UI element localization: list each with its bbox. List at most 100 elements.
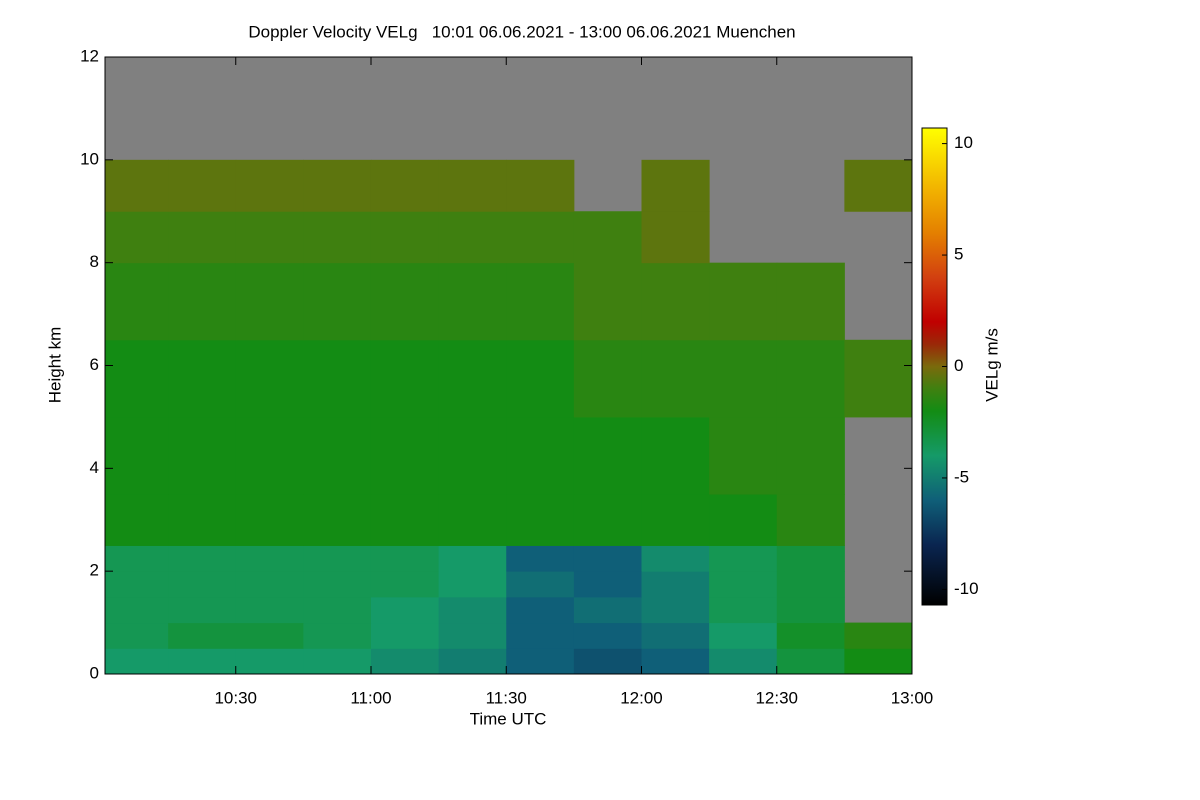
- heatmap-cell: [105, 339, 169, 418]
- heatmap-cell: [370, 622, 440, 649]
- heatmap-cell: [303, 596, 372, 624]
- heatmap-cell: [370, 596, 440, 624]
- heatmap-cell: [303, 648, 372, 675]
- heatmap-cell: [105, 648, 169, 675]
- heatmap-cell: [438, 494, 507, 546]
- heatmap-cell: [235, 648, 304, 675]
- y-tick-label: 10: [80, 149, 99, 168]
- colorbar-label: VELg m/s: [982, 328, 1001, 402]
- heatmap-cell: [709, 262, 778, 341]
- heatmap-cell: [105, 596, 169, 624]
- heatmap-cell: [506, 494, 575, 546]
- heatmap-cell: [709, 416, 778, 495]
- heatmap-cell: [844, 622, 913, 649]
- y-tick-label: 0: [90, 663, 99, 682]
- heatmap-cell: [235, 596, 304, 624]
- heatmap-cell: [776, 622, 845, 649]
- heatmap-cell: [641, 339, 710, 418]
- heatmap-cell: [303, 545, 372, 572]
- x-axis-label: Time UTC: [470, 709, 547, 728]
- heatmap-cell: [438, 545, 507, 572]
- heatmap-cell: [506, 262, 575, 341]
- heatmap-cell: [370, 416, 440, 495]
- heatmap-cell: [438, 622, 507, 649]
- heatmap-cell: [573, 648, 642, 675]
- heatmap-cell: [776, 494, 845, 546]
- heatmap-cell: [709, 494, 778, 546]
- heatmap-cell: [506, 211, 575, 264]
- colorbar-tick-label: 0: [954, 356, 963, 375]
- heatmap-cell: [506, 339, 575, 418]
- heatmap-cell: [303, 571, 372, 598]
- heatmap-cell: [105, 622, 169, 649]
- heatmap-cell: [105, 262, 169, 341]
- heatmap-cell: [573, 622, 642, 649]
- heatmap-cell: [641, 211, 710, 264]
- y-tick-label: 6: [90, 355, 99, 374]
- y-tick-label: 2: [90, 561, 99, 580]
- heatmap-cell: [303, 159, 372, 212]
- heatmap-cell: [438, 339, 507, 418]
- colorbar-tick-label: -10: [954, 579, 979, 598]
- heatmap-cell: [303, 262, 372, 341]
- heatmap-cell: [303, 622, 372, 649]
- heatmap-cell: [641, 648, 710, 675]
- heatmap-cell: [168, 596, 237, 624]
- heatmap-cell: [235, 622, 304, 649]
- heatmap-cell: [709, 622, 778, 649]
- heatmap-cell: [105, 571, 169, 598]
- heatmap-cell: [506, 648, 575, 675]
- heatmap-cell: [641, 159, 710, 212]
- heatmap-cell: [438, 416, 507, 495]
- heatmap-cell: [573, 545, 642, 572]
- heatmap-cell: [105, 159, 169, 212]
- heatmap-cell: [641, 596, 710, 624]
- heatmap-cell: [438, 648, 507, 675]
- heatmap-cell: [506, 596, 575, 624]
- heatmap-cell: [709, 339, 778, 418]
- heatmap-cell: [370, 339, 440, 418]
- heatmap-cell: [168, 416, 237, 495]
- heatmap-cell: [641, 262, 710, 341]
- heatmap-cell: [168, 622, 237, 649]
- heatmap-cell: [235, 416, 304, 495]
- chart-title: Doppler Velocity VELg 10:01 06.06.2021 -…: [248, 22, 795, 41]
- y-tick-label: 4: [90, 458, 99, 477]
- heatmap-cell: [573, 571, 642, 598]
- heatmap-cell: [168, 159, 237, 212]
- heatmap-cell: [573, 262, 642, 341]
- heatmap-cell: [438, 596, 507, 624]
- heatmap-cell: [641, 571, 710, 598]
- heatmap-cell: [776, 571, 845, 598]
- colorbar-tick-label: 10: [954, 133, 973, 152]
- colorbar-tick-label: -5: [954, 467, 969, 486]
- y-tick-label: 12: [80, 46, 99, 65]
- x-tick-label: 13:00: [891, 688, 934, 707]
- heatmap-cell: [235, 339, 304, 418]
- heatmap-cell: [303, 211, 372, 264]
- heatmap-cell: [776, 545, 845, 572]
- heatmap-cell: [168, 494, 237, 546]
- heatmap-cell: [438, 211, 507, 264]
- heatmap-cell: [438, 571, 507, 598]
- heatmap-cell: [168, 262, 237, 341]
- heatmap-cell: [370, 211, 440, 264]
- heatmap-cell: [370, 159, 440, 212]
- heatmap-cell: [844, 648, 913, 675]
- heatmap-cell: [844, 339, 913, 418]
- heatmap-cell: [105, 545, 169, 572]
- heatmap-cell: [105, 211, 169, 264]
- heatmap-cell: [235, 262, 304, 341]
- heatmap-cell: [370, 571, 440, 598]
- heatmap-cell: [235, 159, 304, 212]
- heatmap-cell: [235, 211, 304, 264]
- heatmap-cell: [573, 339, 642, 418]
- heatmap-cell: [438, 262, 507, 341]
- heatmap-cell: [776, 416, 845, 495]
- heatmap-cell: [573, 211, 642, 264]
- heatmap-cell: [573, 416, 642, 495]
- heatmap-cell: [168, 571, 237, 598]
- heatmap-cell: [506, 545, 575, 572]
- x-tick-label: 12:00: [620, 688, 663, 707]
- heatmap-cell: [105, 494, 169, 546]
